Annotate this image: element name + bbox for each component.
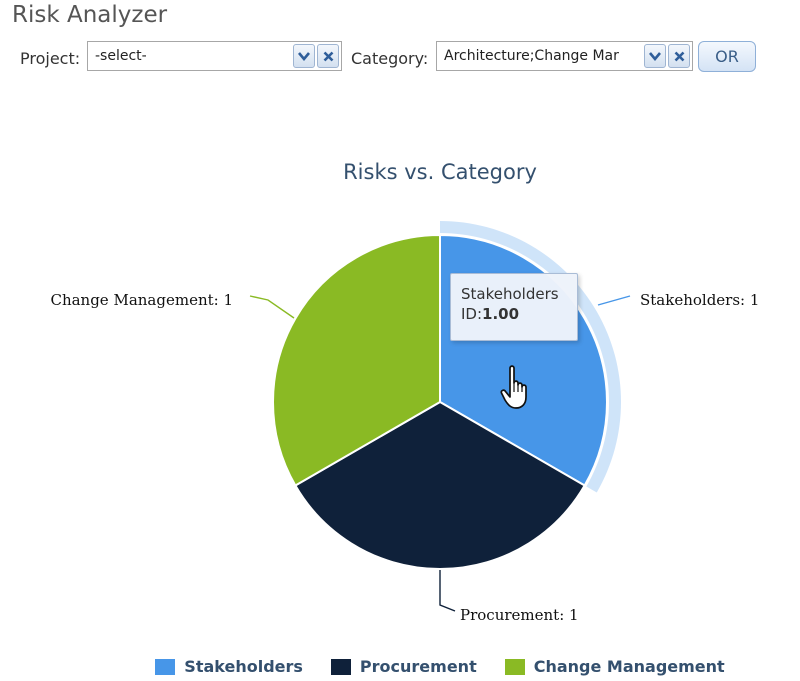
hand-cursor-icon: [500, 365, 527, 409]
label-connector-procurement: [439, 570, 456, 612]
clear-icon[interactable]: [668, 44, 690, 68]
slice-label-procurement: Procurement: 1: [460, 606, 579, 624]
clear-icon[interactable]: [317, 44, 339, 68]
category-select-value: Architecture;Change Mar: [444, 48, 619, 64]
or-button[interactable]: OR: [698, 41, 756, 72]
category-label: Category:: [351, 49, 429, 68]
legend-swatch: [504, 658, 525, 675]
pie-slice-change-management: [272, 233, 441, 487]
legend-item-stakeholders[interactable]: Stakeholders: [155, 657, 303, 676]
legend-label: Change Management: [533, 657, 725, 676]
category-select[interactable]: Architecture;Change Mar: [436, 41, 693, 71]
label-connector-stakeholders: [597, 295, 631, 306]
tooltip-key: ID:: [461, 305, 483, 323]
tooltip-title: Stakeholders: [461, 285, 559, 303]
chart-tooltip: Stakeholders ID:1.00: [450, 273, 578, 341]
chart-legend: Stakeholders Procurement Change Management: [0, 657, 800, 676]
legend-label: Procurement: [359, 657, 477, 676]
legend-swatch: [155, 658, 176, 675]
slice-label-change-management: Change Management: 1: [50, 291, 233, 309]
project-select[interactable]: -select-: [87, 41, 342, 71]
chart-title: Risks vs. Category: [343, 160, 537, 184]
chevron-down-icon[interactable]: [644, 44, 666, 68]
legend-label: Stakeholders: [184, 657, 303, 676]
label-connector-change-management: [249, 295, 295, 319]
project-label: Project:: [20, 49, 81, 68]
slice-label-stakeholders: Stakeholders: 1: [640, 291, 759, 309]
app-title: Risk Analyzer: [12, 2, 168, 28]
chevron-down-icon[interactable]: [293, 44, 315, 68]
legend-item-change-management[interactable]: Change Management: [504, 657, 725, 676]
tooltip-value: 1.00: [482, 305, 520, 323]
legend-item-procurement[interactable]: Procurement: [330, 657, 477, 676]
legend-swatch: [330, 658, 351, 675]
project-select-value: -select-: [95, 48, 147, 64]
tooltip-value-row: ID:1.00: [461, 304, 577, 324]
pie-slice-procurement: [294, 400, 586, 570]
